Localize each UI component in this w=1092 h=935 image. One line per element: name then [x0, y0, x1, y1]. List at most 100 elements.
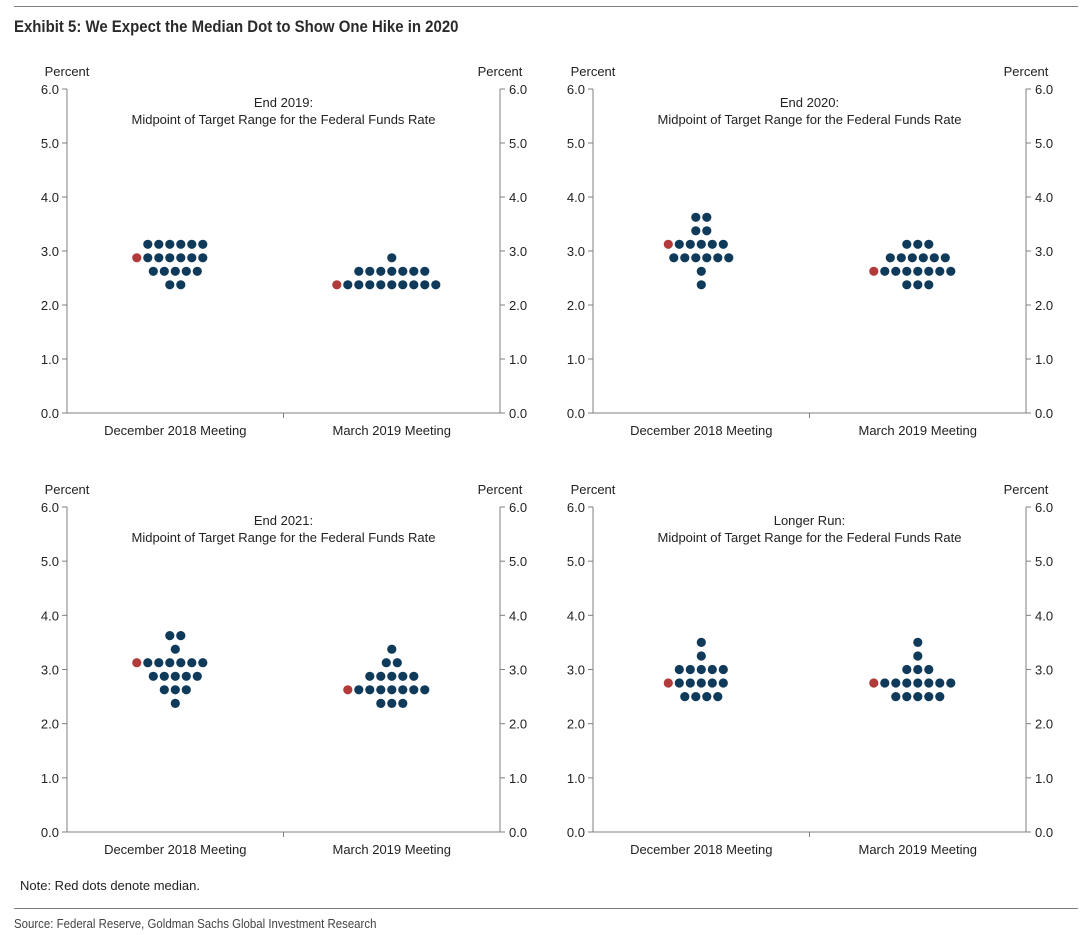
y-tick-label-right: 4.0	[509, 608, 527, 623]
x-category-label: March 2019 Meeting	[858, 842, 977, 857]
participant-dot	[159, 685, 169, 695]
median-dot	[663, 239, 673, 249]
x-category-label: December 2018 Meeting	[630, 423, 772, 438]
participant-dot	[420, 685, 430, 695]
participant-dot	[165, 253, 175, 263]
participant-dot	[387, 266, 397, 276]
participant-dot	[674, 664, 684, 675]
y-axis-title-left: Percent	[571, 482, 616, 497]
y-tick-label-right: 4.0	[1035, 608, 1053, 623]
participant-dot	[181, 671, 191, 681]
participant-dot	[669, 253, 679, 263]
y-tick-label-left: 6.0	[567, 500, 585, 515]
median-dot	[663, 678, 673, 688]
participant-dot	[702, 212, 712, 222]
participant-dot	[885, 253, 895, 263]
participant-dot	[198, 253, 208, 263]
participant-dot	[181, 266, 191, 276]
participant-dot	[176, 631, 186, 641]
y-axis-title-left: Percent	[45, 482, 90, 497]
participant-dot	[409, 266, 419, 276]
participant-dot	[718, 678, 728, 688]
participant-dot	[913, 637, 923, 648]
y-tick-label-left: 2.0	[567, 298, 585, 313]
y-tick-label-left: 4.0	[41, 190, 59, 205]
participant-dot	[398, 698, 408, 709]
y-tick-label-right: 3.0	[1035, 244, 1053, 259]
participant-dot	[880, 678, 890, 688]
y-tick-label-left: 1.0	[41, 771, 59, 786]
y-tick-label-right: 6.0	[1035, 500, 1053, 515]
y-tick-label-left: 6.0	[41, 82, 59, 97]
y-tick-label-left: 5.0	[567, 136, 585, 151]
participant-dot	[696, 651, 706, 661]
y-tick-label-left: 1.0	[41, 352, 59, 367]
y-tick-label-right: 5.0	[1035, 554, 1053, 569]
participant-dot	[913, 664, 923, 675]
y-tick-label-left: 1.0	[567, 352, 585, 367]
y-tick-label-right: 0.0	[1035, 825, 1053, 840]
y-tick-label-right: 1.0	[509, 352, 527, 367]
y-tick-label-right: 3.0	[509, 663, 527, 678]
participant-dot	[376, 280, 386, 290]
y-tick-label-right: 0.0	[509, 825, 527, 840]
y-tick-label-right: 0.0	[509, 406, 527, 421]
participant-dot	[398, 266, 408, 276]
median-note: Note: Red dots denote median.	[20, 878, 200, 893]
y-tick-label-right: 1.0	[509, 771, 527, 786]
participant-dot	[192, 671, 202, 681]
participant-dot	[940, 253, 950, 263]
participant-dot	[685, 664, 695, 675]
participant-dot	[702, 253, 712, 263]
participant-dot	[691, 692, 701, 702]
y-tick-label-left: 5.0	[41, 554, 59, 569]
y-tick-label-right: 4.0	[509, 190, 527, 205]
participant-dot	[381, 658, 391, 668]
participant-dot	[924, 239, 934, 249]
x-category-label: March 2019 Meeting	[332, 842, 451, 857]
source-line: Source: Federal Reserve, Goldman Sachs G…	[14, 916, 377, 931]
y-tick-label-right: 4.0	[1035, 190, 1053, 205]
participant-dot	[702, 692, 712, 702]
participant-dot	[187, 253, 197, 263]
participant-dot	[946, 678, 956, 688]
bottom-rule	[14, 908, 1078, 909]
y-tick-label-right: 5.0	[509, 554, 527, 569]
participant-dot	[924, 678, 934, 688]
participant-dot	[159, 266, 169, 276]
y-tick-label-left: 5.0	[567, 554, 585, 569]
participant-dot	[148, 671, 158, 681]
participant-dot	[924, 280, 934, 290]
y-tick-label-right: 1.0	[1035, 352, 1053, 367]
participant-dot	[198, 239, 208, 249]
y-tick-label-left: 3.0	[41, 244, 59, 259]
participant-dot	[913, 651, 923, 661]
participant-dot	[913, 266, 923, 276]
participant-dot	[929, 253, 939, 263]
participant-dot	[187, 239, 197, 249]
participant-dot	[365, 266, 375, 276]
participant-dot	[170, 644, 180, 654]
panel-subtitle: Midpoint of Target Range for the Federal…	[132, 112, 436, 127]
participant-dot	[354, 266, 364, 276]
participant-dot	[713, 253, 723, 263]
participant-dot	[946, 266, 956, 276]
participant-dot	[891, 692, 901, 702]
panel-title: End 2021:	[254, 513, 313, 528]
participant-dot	[696, 266, 706, 276]
participant-dot	[924, 664, 934, 675]
panel-subtitle: Midpoint of Target Range for the Federal…	[132, 530, 436, 545]
participant-dot	[365, 280, 375, 290]
median-dot	[132, 253, 142, 263]
participant-dot	[696, 239, 706, 249]
x-category-label: December 2018 Meeting	[104, 423, 246, 438]
participant-dot	[718, 239, 728, 249]
participant-dot	[165, 658, 175, 668]
y-tick-label-left: 4.0	[567, 608, 585, 623]
panel-title: End 2019:	[254, 95, 313, 110]
participant-dot	[431, 280, 441, 290]
participant-dot	[176, 239, 186, 249]
participant-dot	[170, 685, 180, 695]
participant-dot	[398, 671, 408, 681]
y-tick-label-left: 4.0	[567, 190, 585, 205]
